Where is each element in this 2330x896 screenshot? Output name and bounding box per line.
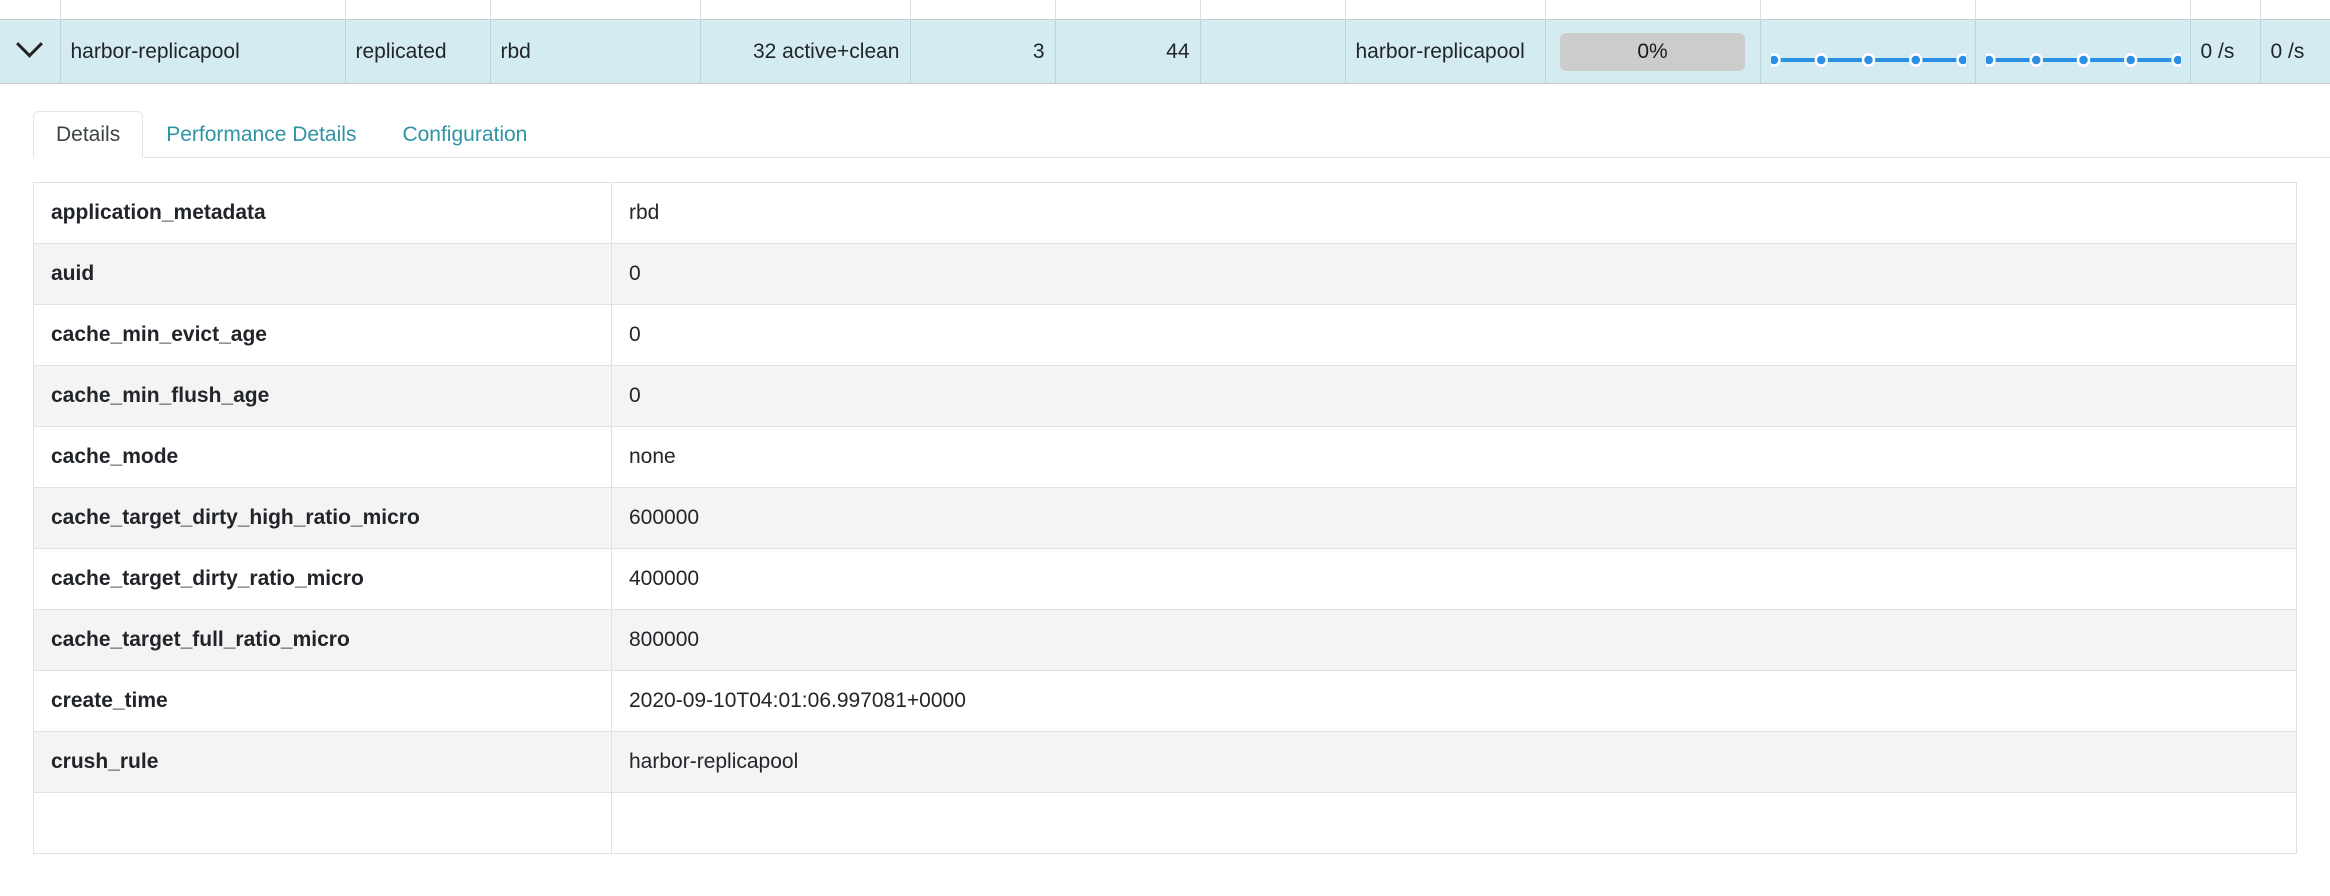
row-expand-toggle[interactable]	[0, 19, 60, 84]
details-row: cache_target_full_ratio_micro 800000	[33, 609, 2297, 671]
cell-crush-rule: harbor-replicapool	[1344, 19, 1545, 84]
details-key: cache_min_evict_age	[33, 304, 612, 366]
details-value: 0	[611, 365, 2297, 427]
details-row: crush_rule harbor-replicapool	[33, 731, 2297, 793]
cell-replica	[1199, 19, 1345, 84]
details-row: cache_target_dirty_high_ratio_micro 60000…	[33, 487, 2297, 549]
details-row: cache_min_evict_age 0	[33, 304, 2297, 366]
details-key: create_time	[33, 670, 612, 732]
tab-performance-details[interactable]: Performance Details	[166, 123, 357, 146]
details-row: cache_mode none	[33, 426, 2297, 488]
details-key: application_metadata	[33, 182, 612, 244]
usage-progress-label: 0%	[1637, 39, 1668, 63]
details-row: application_metadata rbd	[33, 182, 2297, 244]
cell-size: 3	[909, 19, 1055, 84]
header-cell-crush-rule[interactable]	[1344, 0, 1545, 20]
cell-write-rate: 0 /s	[2259, 19, 2330, 84]
details-key: cache_mode	[33, 426, 612, 488]
header-cell-read-rate[interactable]	[2189, 0, 2260, 20]
cell-write-ops-sparkline	[1974, 19, 2190, 84]
tab-details[interactable]: Details	[33, 111, 144, 158]
table-header-strip	[0, 0, 2330, 20]
details-key	[33, 792, 612, 854]
details-value: none	[611, 426, 2297, 488]
header-cell-replica[interactable]	[1199, 0, 1345, 20]
cell-pgs: 44	[1054, 19, 1200, 84]
header-cell-application[interactable]	[489, 0, 700, 20]
header-cell-size[interactable]	[909, 0, 1055, 20]
cell-read-ops-sparkline	[1759, 19, 1975, 84]
detail-tabs-container: Details Performance Details Configuration	[0, 111, 2330, 158]
table-row[interactable]: harbor-replicapool replicated rbd 32 act…	[0, 19, 2330, 84]
details-row: cache_target_dirty_ratio_micro 400000	[33, 548, 2297, 610]
cell-pool-name: harbor-replicapool	[59, 19, 345, 84]
detail-tabs: Details Performance Details Configuration	[33, 111, 2330, 158]
details-table: application_metadata rbd auid 0 cache_min_ev…	[33, 182, 2297, 854]
pools-table: harbor-replicapool replicated rbd 32 act…	[0, 0, 2330, 84]
details-value: 2020-09-10T04:01:06.997081+0000	[611, 670, 2297, 732]
details-row: auid 0	[33, 243, 2297, 305]
details-value: 0	[611, 304, 2297, 366]
details-value: 0	[611, 243, 2297, 305]
cell-pool-type: replicated	[344, 19, 490, 84]
details-row: cache_min_flush_age 0	[33, 365, 2297, 427]
read-ops-sparkline	[1770, 52, 1966, 67]
details-value	[611, 792, 2297, 854]
details-value: 600000	[611, 487, 2297, 549]
details-panel: application_metadata rbd auid 0 cache_min_ev…	[0, 182, 2330, 854]
details-key: cache_target_dirty_ratio_micro	[33, 548, 612, 610]
cell-application: rbd	[489, 19, 700, 84]
details-value: 800000	[611, 609, 2297, 671]
header-cell-write-rate[interactable]	[2259, 0, 2330, 20]
header-cell-expand	[0, 0, 60, 20]
details-value: harbor-replicapool	[611, 731, 2297, 793]
details-key: cache_target_full_ratio_micro	[33, 609, 612, 671]
usage-progress-bar: 0%	[1560, 32, 1745, 71]
cell-read-rate: 0 /s	[2189, 19, 2260, 84]
cell-usage: 0%	[1544, 19, 1760, 84]
chevron-down-icon	[16, 30, 44, 58]
header-cell-usage[interactable]	[1544, 0, 1760, 20]
details-key: auid	[33, 243, 612, 305]
header-cell-read-ops[interactable]	[1759, 0, 1975, 20]
header-cell-status[interactable]	[699, 0, 910, 20]
details-value: 400000	[611, 548, 2297, 610]
details-key: cache_min_flush_age	[33, 365, 612, 427]
header-cell-type[interactable]	[344, 0, 490, 20]
write-ops-sparkline	[1985, 52, 2181, 67]
header-cell-pgs[interactable]	[1054, 0, 1200, 20]
details-key: cache_target_dirty_high_ratio_micro	[33, 487, 612, 549]
tabs-underline	[33, 157, 2330, 158]
status-badge: 32 active+clean	[699, 19, 910, 84]
tab-configuration[interactable]: Configuration	[402, 123, 528, 146]
header-cell-name[interactable]	[59, 0, 345, 20]
details-key: crush_rule	[33, 731, 612, 793]
details-value: rbd	[611, 182, 2297, 244]
header-cell-write-ops[interactable]	[1974, 0, 2190, 20]
details-row	[33, 792, 2297, 854]
details-row: create_time 2020-09-10T04:01:06.997081+00…	[33, 670, 2297, 732]
